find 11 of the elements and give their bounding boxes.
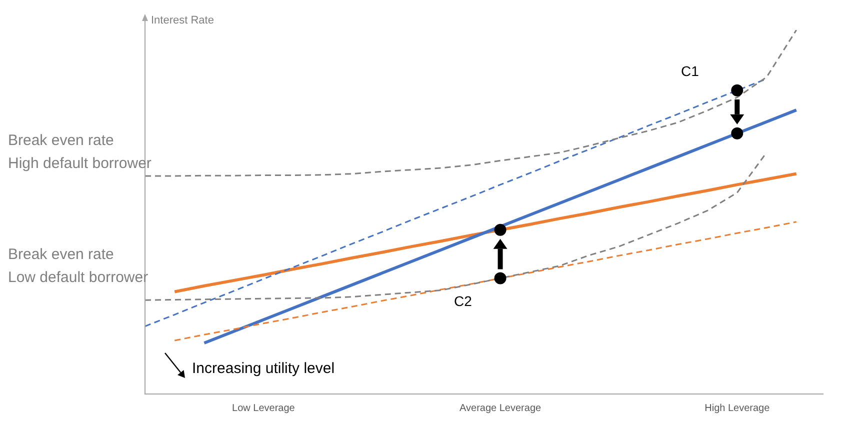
point	[731, 127, 744, 140]
x-tick-label: Low Leverage	[232, 402, 296, 414]
x-tick-label: Average Leverage	[460, 402, 542, 414]
annotation: C2	[454, 293, 472, 309]
point	[494, 272, 506, 284]
x-tick-label: High Leverage	[704, 402, 770, 414]
point	[731, 84, 744, 96]
annotation: Increasing utility level	[192, 360, 335, 377]
y-axis-title: Interest Rate	[151, 14, 214, 27]
point	[494, 224, 506, 236]
annotation: C1	[681, 63, 700, 79]
